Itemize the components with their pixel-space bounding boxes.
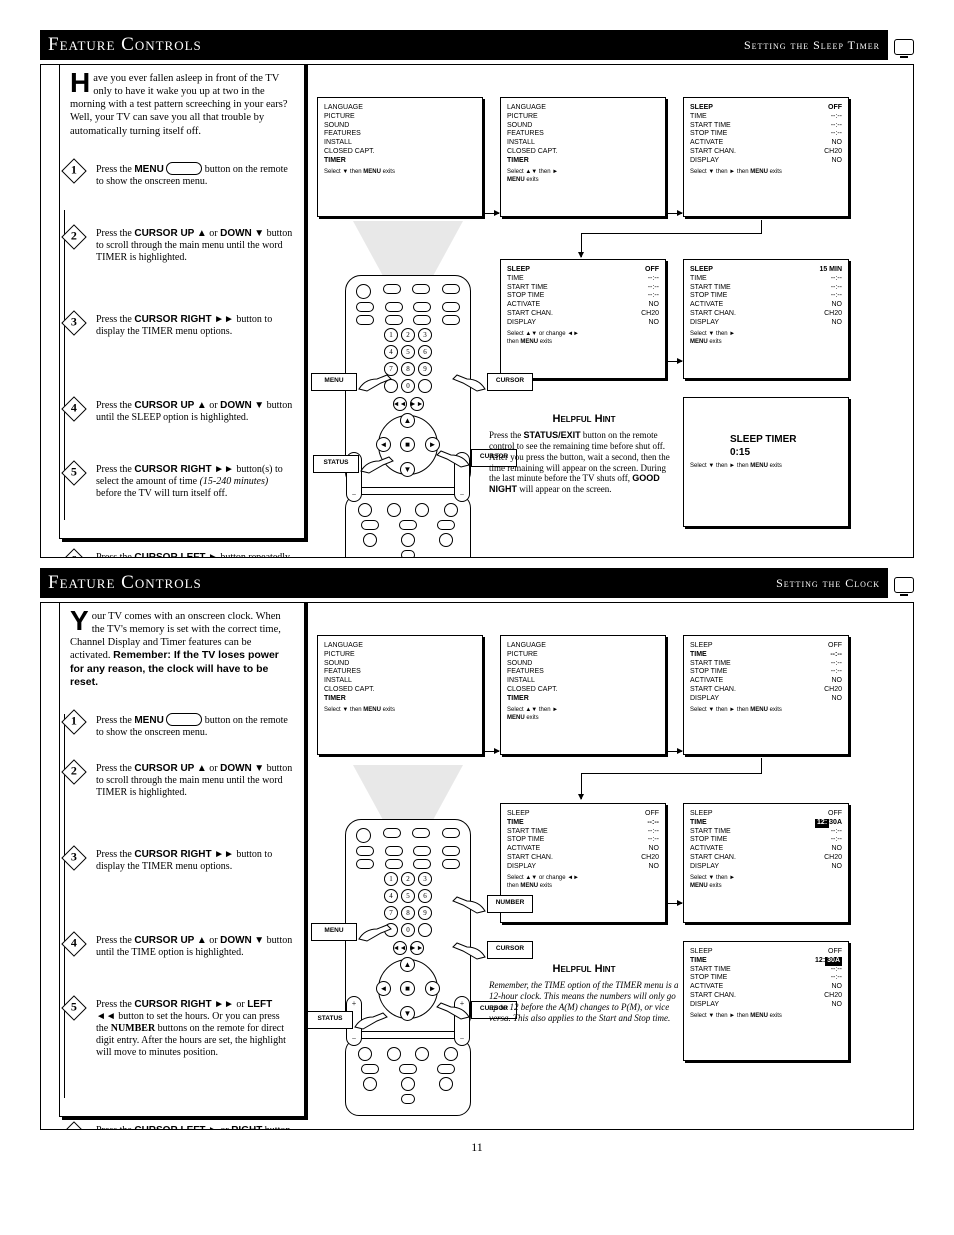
- step-4: 4Press the CURSOR UP ▲ or DOWN ▼ button …: [74, 400, 294, 424]
- screen-a5: SLEEP15 MINTIME--:--START TIME--:--STOP …: [683, 259, 849, 379]
- step-1: 1Press the MENU button on the remote to …: [74, 713, 294, 739]
- header-b-right: Setting the Clock: [776, 576, 880, 591]
- screen-b6: SLEEPOFFTIME12:30ASTART TIME--:--STOP TI…: [683, 941, 849, 1061]
- screen-b2: LANGUAGEPICTURESOUNDFEATURESINSTALLCLOSE…: [500, 635, 666, 755]
- screen-a2: LANGUAGEPICTURESOUNDFEATURESINSTALLCLOSE…: [500, 97, 666, 217]
- screen-b1: LANGUAGEPICTURESOUNDFEATURESINSTALLCLOSE…: [317, 635, 483, 755]
- hand-cursor: CURSOR: [449, 939, 533, 961]
- arrow: [668, 213, 682, 214]
- screen-a4: SLEEPOFFTIME--:--START TIME--:--STOP TIM…: [500, 259, 666, 379]
- step-2: 2Press the CURSOR UP ▲ or DOWN ▼ button …: [74, 763, 294, 799]
- section-a: Have you ever fallen asleep in front of …: [40, 64, 914, 558]
- helpful-a: Helpful Hint Press the STATUS/EXIT butto…: [489, 413, 679, 495]
- step-5: 5Press the CURSOR RIGHT ►► button(s) to …: [74, 464, 294, 500]
- helpful-b: Helpful Hint Remember, the TIME option o…: [489, 963, 679, 1023]
- step-3: 3Press the CURSOR RIGHT ►► button to dis…: [74, 849, 294, 873]
- arrow: [668, 361, 682, 362]
- page-number: 11: [40, 1140, 914, 1155]
- ir-beam: [343, 765, 473, 820]
- tv-icon: [894, 577, 914, 593]
- step-5: 5Press the CURSOR RIGHT ►► or LEFT ◄◄ bu…: [74, 999, 294, 1059]
- screen-a6: SLEEP TIMER0:15Select ▼ then ► then MENU…: [683, 397, 849, 527]
- instructions-b: Your TV comes with an onscreen clock. Wh…: [59, 602, 305, 1117]
- screen-a3: SLEEPOFFTIME--:--START TIME--:--STOP TIM…: [683, 97, 849, 217]
- instructions-a: Have you ever fallen asleep in front of …: [59, 64, 305, 539]
- arrow: [485, 213, 499, 214]
- screen-b3: SLEEPOFFTIME--:--START TIME--:--STOP TIM…: [683, 635, 849, 755]
- step-3: 3Press the CURSOR RIGHT ►► button to dis…: [74, 314, 294, 338]
- step-6: 6Press the CURSOR LEFT ► or RIGHT button…: [74, 1125, 294, 1130]
- screen-a1: LANGUAGEPICTURESOUNDFEATURESINSTALLCLOSE…: [317, 97, 483, 217]
- hand-menu: MENU: [311, 371, 395, 393]
- header-a-left: Feature Controls: [48, 34, 744, 56]
- step-4: 4Press the CURSOR UP ▲ or DOWN ▼ button …: [74, 935, 294, 959]
- step-1: 1Press the MENU button on the remote to …: [74, 162, 294, 188]
- hand-number: NUMBER: [449, 893, 533, 915]
- arrow: [581, 233, 761, 234]
- step-2: 2Press the CURSOR UP ▲ or DOWN ▼ button …: [74, 228, 294, 264]
- ir-beam: [343, 221, 473, 276]
- header-b: Feature Controls Setting the Clock: [40, 568, 888, 598]
- remote-b: 123 456 789 0 ◄◄►► ▲▼ ◄► ■ +− +−: [345, 819, 471, 1116]
- hand-menu: MENU: [311, 921, 395, 943]
- header-a-right: Setting the Sleep Timer: [744, 38, 880, 53]
- header-b-left: Feature Controls: [48, 572, 776, 594]
- step-6: 6Press the CURSOR LEFT ► button repeated…: [74, 552, 294, 558]
- arrow: [581, 233, 582, 257]
- hand-status: STATUS: [313, 453, 397, 475]
- tv-icon: [894, 39, 914, 55]
- hand-cursor: CURSOR: [449, 371, 533, 393]
- section-b: Your TV comes with an onscreen clock. Wh…: [40, 602, 914, 1130]
- header-a: Feature Controls Setting the Sleep Timer: [40, 30, 888, 60]
- arrow: [761, 220, 762, 234]
- remote-a: 123 456 789 0 ◄◄►► ▲▼ ◄► ■ +− +−: [345, 275, 471, 558]
- hand-status: STATUS: [307, 1009, 391, 1031]
- screen-b5: SLEEPOFFTIME12:30ASTART TIME--:--STOP TI…: [683, 803, 849, 923]
